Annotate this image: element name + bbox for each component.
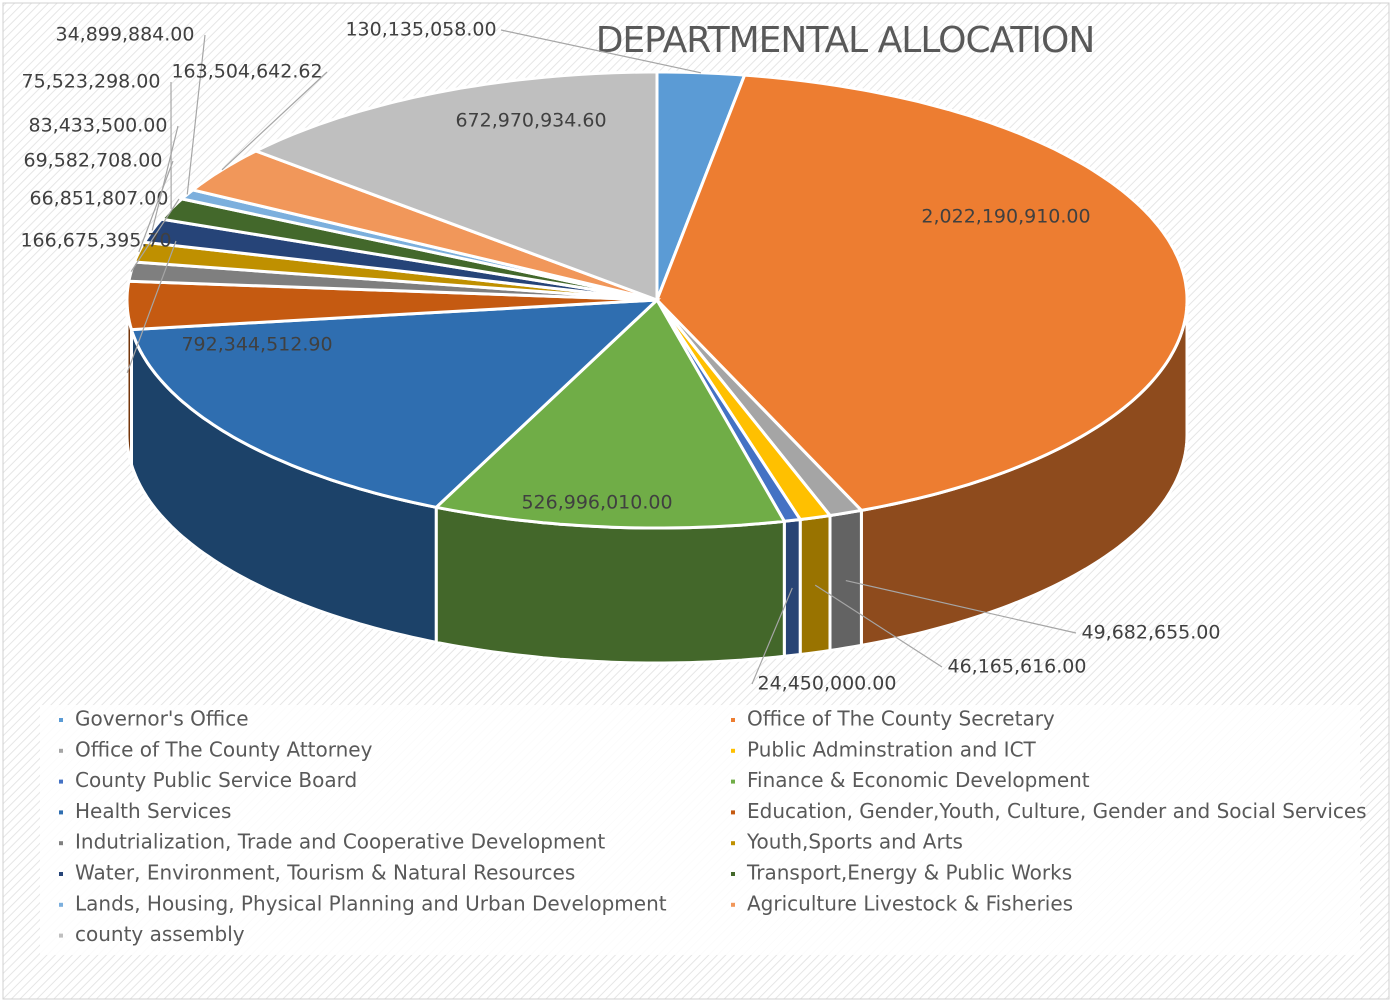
legend-swatch [731,718,735,722]
legend-swatch [59,780,63,784]
legend-swatch [59,810,63,814]
data-label: 672,970,934.60 [455,110,606,132]
legend-swatch [59,749,63,753]
legend-swatch [731,810,735,814]
legend-swatch [59,718,63,722]
legend-label: Office of The County Secretary [747,707,1055,731]
legend-label: Public Adminstration and ICT [747,737,1037,761]
legend-swatch [59,903,63,907]
legend-label: Transport,Energy & Public Works [746,861,1072,885]
chart-title: DEPARTMENTAL ALLOCATION [596,20,1095,61]
legend-label: Health Services [75,799,231,823]
legend-label: Finance & Economic Development [747,768,1090,792]
legend-label: Education, Gender,Youth, Culture, Gender… [747,799,1367,823]
data-label: 34,899,884.00 [55,24,194,46]
legend-label: Lands, Housing, Physical Planning and Ur… [75,891,667,915]
legend-swatch [731,749,735,753]
data-label: 83,433,500.00 [28,115,167,137]
data-label: 130,135,058.00 [345,19,496,41]
slice-side [784,520,800,657]
slice-side [830,510,861,650]
data-label: 163,504,642.62 [171,61,322,83]
legend-swatch [731,841,735,845]
slice-side [436,507,784,663]
legend-label: Youth,Sports and Arts [746,830,963,854]
legend-label: Agriculture Livestock & Fisheries [747,891,1073,915]
legend-label: Water, Environment, Tourism & Natural Re… [75,861,575,885]
data-label: 46,165,616.00 [947,656,1086,678]
legend-swatch [59,872,63,876]
legend-label: Governor's Office [75,707,249,731]
legend-swatch [731,903,735,907]
legend-swatch [59,934,63,938]
data-label: 792,344,512.90 [181,334,332,356]
legend-swatch [59,841,63,845]
data-label: 49,682,655.00 [1081,622,1220,644]
legend-swatch [731,780,735,784]
legend-label: County Public Service Board [75,768,357,792]
data-label: 2,022,190,910.00 [921,206,1090,228]
data-label: 166,675,395.70 [20,230,171,252]
legend-label: county assembly [75,922,245,946]
data-label: 526,996,010.00 [521,492,672,514]
data-label: 24,450,000.00 [757,673,896,695]
data-label: 75,523,298.00 [21,71,160,93]
slice-side [800,516,830,655]
data-label: 69,582,708.00 [23,150,162,172]
legend-label: Indutrialization, Trade and Cooperative … [75,830,605,854]
data-label: 66,851,807.00 [29,188,168,210]
legend-swatch [731,872,735,876]
legend-label: Office of The County Attorney [75,737,373,761]
